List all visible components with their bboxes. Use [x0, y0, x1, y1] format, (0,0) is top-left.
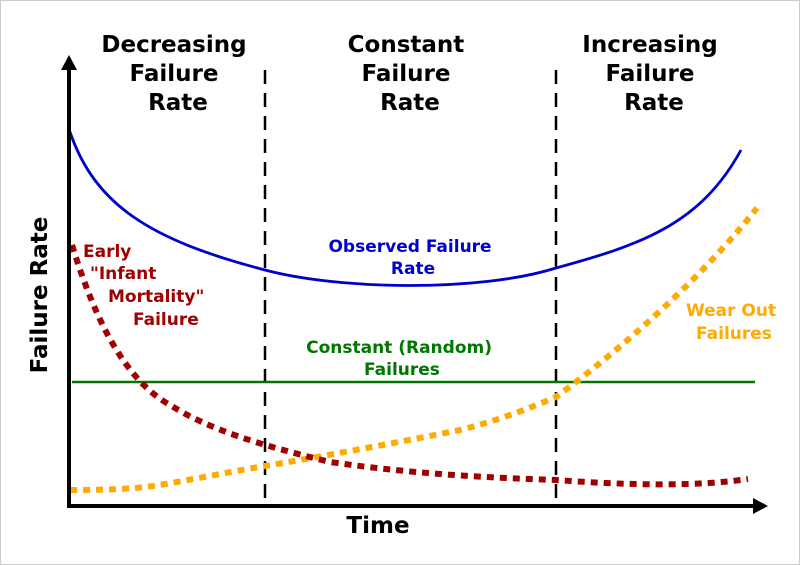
region-increasing: Increasing Failure Rate	[582, 32, 725, 116]
wear-out-label: Wear Out Failures	[686, 301, 782, 344]
wear-out-curve	[69, 206, 760, 493]
y-axis-label: Failure Rate	[27, 217, 53, 374]
infant-mortality-label: Early "Infant Mortality" Failure	[83, 242, 210, 330]
x-axis-label: Time	[346, 513, 409, 539]
observed-failure-curve	[68, 131, 743, 287]
y-axis-arrow	[61, 55, 77, 70]
infant-mortality-curve	[69, 244, 749, 488]
region-decreasing: Decreasing Failure Rate	[101, 32, 254, 116]
region-constant: Constant Failure Rate	[348, 32, 473, 116]
constant-failures-label: Constant (Random) Failures	[306, 338, 498, 380]
x-axis-arrow	[753, 498, 768, 514]
observed-failure-label: Observed Failure Rate	[328, 237, 497, 279]
